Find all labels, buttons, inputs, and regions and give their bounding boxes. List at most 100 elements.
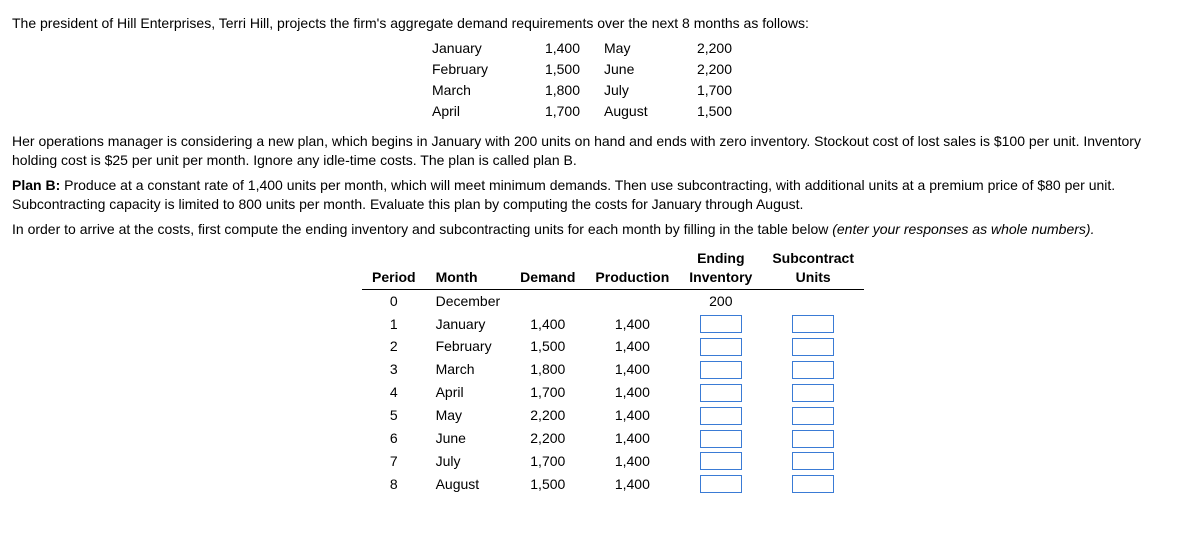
cell-production: 1,400: [585, 381, 679, 404]
cell-subcontract: [762, 427, 864, 450]
table-row: 2February1,5001,400: [362, 335, 864, 358]
cell-period: 4: [362, 381, 426, 404]
ending-inventory-input[interactable]: [700, 452, 742, 470]
col-ending-inventory: EndingInventory: [679, 247, 762, 289]
ending-inventory-input[interactable]: [700, 384, 742, 402]
demand-cell: 1,500: [680, 102, 750, 121]
instructions-text: In order to arrive at the costs, first c…: [12, 221, 832, 237]
cell-month: May: [426, 404, 511, 427]
cell-ending-inventory: [679, 404, 762, 427]
cell-demand: [510, 289, 585, 312]
demand-cell: August: [604, 102, 674, 121]
ending-inventory-input[interactable]: [700, 315, 742, 333]
cell-demand: 2,200: [510, 404, 585, 427]
cell-production: 1,400: [585, 358, 679, 381]
subcontract-units-input[interactable]: [792, 384, 834, 402]
ending-inventory-input[interactable]: [700, 338, 742, 356]
cell-subcontract: [762, 313, 864, 336]
instructions-paragraph: In order to arrive at the costs, first c…: [12, 220, 1188, 239]
cell-production: 1,400: [585, 313, 679, 336]
cell-subcontract: [762, 473, 864, 496]
cell-ending-inventory: [679, 427, 762, 450]
demand-cell: January: [432, 39, 522, 58]
demand-cell: 2,200: [680, 39, 750, 58]
demand-cell: June: [604, 60, 674, 79]
subcontract-units-input[interactable]: [792, 452, 834, 470]
ending-inventory-input[interactable]: [700, 407, 742, 425]
cell-subcontract: [762, 358, 864, 381]
cell-production: 1,400: [585, 335, 679, 358]
demand-cell: July: [604, 81, 674, 100]
table-row: 3March1,8001,400: [362, 358, 864, 381]
table-row: 8August1,5001,400: [362, 473, 864, 496]
table-row: 0December 200: [362, 289, 864, 312]
demand-cell: 1,700: [528, 102, 598, 121]
ending-inventory-input[interactable]: [700, 475, 742, 493]
cell-month: March: [426, 358, 511, 381]
cell-demand: 1,400: [510, 313, 585, 336]
demand-cell: 1,800: [528, 81, 598, 100]
col-subcontract-units: SubcontractUnits: [762, 247, 864, 289]
cell-demand: 1,500: [510, 335, 585, 358]
cell-production: 1,400: [585, 450, 679, 473]
cell-ending-inventory: [679, 335, 762, 358]
context-paragraph: Her operations manager is considering a …: [12, 132, 1188, 170]
col-production: Production: [585, 247, 679, 289]
cell-production: 1,400: [585, 473, 679, 496]
instructions-hint: (enter your responses as whole numbers).: [832, 221, 1094, 237]
subcontract-units-input[interactable]: [792, 475, 834, 493]
subcontract-units-input[interactable]: [792, 361, 834, 379]
cell-month: April: [426, 381, 511, 404]
plan-b-paragraph: Plan B: Produce at a constant rate of 1,…: [12, 176, 1188, 214]
demand-cell: 1,700: [680, 81, 750, 100]
demand-cell: 1,500: [528, 60, 598, 79]
col-month: Month: [426, 247, 511, 289]
table-row: 7July1,7001,400: [362, 450, 864, 473]
subcontract-units-input[interactable]: [792, 407, 834, 425]
cell-period: 5: [362, 404, 426, 427]
cell-ending-inventory: 200: [679, 289, 762, 312]
cell-month: July: [426, 450, 511, 473]
table-row: 4April1,7001,400: [362, 381, 864, 404]
subcontract-units-input[interactable]: [792, 430, 834, 448]
cell-demand: 1,800: [510, 358, 585, 381]
intro-text: The president of Hill Enterprises, Terri…: [12, 14, 1188, 33]
cell-ending-inventory: [679, 358, 762, 381]
cell-month: January: [426, 313, 511, 336]
cell-ending-inventory: [679, 313, 762, 336]
demand-cell: March: [432, 81, 522, 100]
cell-period: 3: [362, 358, 426, 381]
cell-production: 1,400: [585, 427, 679, 450]
demand-requirements-grid: January 1,400 May 2,200 February 1,500 J…: [432, 39, 1188, 121]
cell-demand: 1,700: [510, 450, 585, 473]
subcontract-units-input[interactable]: [792, 315, 834, 333]
cell-period: 0: [362, 289, 426, 312]
demand-cell: February: [432, 60, 522, 79]
cell-period: 1: [362, 313, 426, 336]
cell-demand: 1,700: [510, 381, 585, 404]
plan-b-text: Produce at a constant rate of 1,400 unit…: [12, 177, 1115, 212]
demand-cell: 1,400: [528, 39, 598, 58]
cell-month: August: [426, 473, 511, 496]
table-row: 1January1,4001,400: [362, 313, 864, 336]
col-demand: Demand: [510, 247, 585, 289]
cell-demand: 2,200: [510, 427, 585, 450]
cell-month: December: [426, 289, 511, 312]
cell-ending-inventory: [679, 381, 762, 404]
cell-period: 8: [362, 473, 426, 496]
plan-b-label: Plan B:: [12, 177, 64, 193]
cell-period: 6: [362, 427, 426, 450]
ending-inventory-input[interactable]: [700, 430, 742, 448]
cell-production: 1,400: [585, 404, 679, 427]
demand-cell: April: [432, 102, 522, 121]
cell-subcontract: [762, 381, 864, 404]
cell-demand: 1,500: [510, 473, 585, 496]
ending-inventory-input[interactable]: [700, 361, 742, 379]
cell-ending-inventory: [679, 450, 762, 473]
cell-subcontract: [762, 335, 864, 358]
cell-production: [585, 289, 679, 312]
subcontract-units-input[interactable]: [792, 338, 834, 356]
cell-ending-inventory: [679, 473, 762, 496]
demand-cell: May: [604, 39, 674, 58]
cell-subcontract: [762, 450, 864, 473]
